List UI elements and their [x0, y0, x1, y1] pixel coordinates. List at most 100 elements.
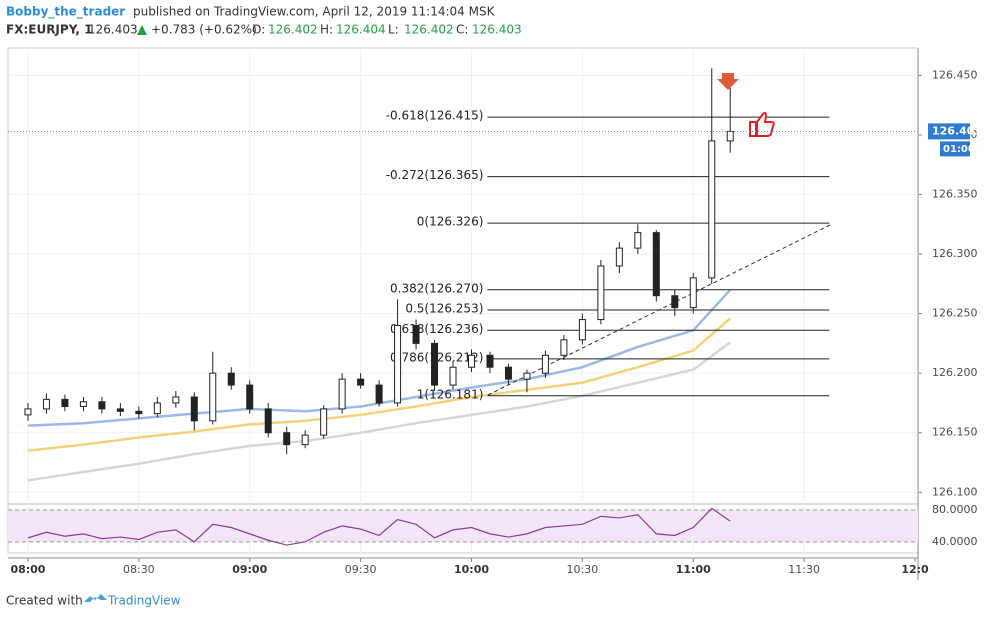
candle-body — [431, 342, 439, 386]
moving-averages — [27, 288, 732, 482]
last-price-label: 126.403 — [932, 124, 982, 137]
published: published on TradingView.com, April 12, … — [133, 5, 496, 19]
fib-label: 0(126.326) — [417, 215, 484, 229]
candle-body — [227, 372, 235, 386]
candle-body — [338, 378, 346, 410]
candle-body — [504, 366, 512, 380]
candle-body — [394, 325, 402, 404]
x-tick-label: 08:30 — [123, 563, 155, 576]
grid — [8, 48, 918, 553]
y-tick-label: 126.150 — [932, 426, 978, 439]
candle-body — [301, 434, 309, 446]
moving-average — [27, 288, 732, 427]
ohlc: O: 126.402 H: 126.404 L: 126.402 C: 126.403 — [252, 23, 522, 37]
countdown-box — [940, 141, 970, 157]
candle-body — [523, 372, 531, 380]
x-tick-label: 09:30 — [345, 563, 377, 576]
last: 126.403 — [88, 23, 138, 37]
y-tick-label: 126.350 — [932, 188, 978, 201]
candle-body — [375, 384, 383, 404]
axes: 126.100 126.150 126.200 126.250 126.300 126.3… — [10, 68, 982, 576]
ohlc-value: 126.402 — [404, 23, 454, 37]
x-tick-label: 10:30 — [567, 563, 599, 576]
fib-label: 0.382(126.270) — [390, 281, 483, 295]
candle-body — [357, 378, 365, 386]
ohlc-value: 126.404 — [336, 23, 386, 37]
candle-body — [24, 408, 32, 416]
candle-body — [560, 339, 568, 356]
candle-body — [320, 408, 328, 436]
candle-body — [615, 247, 623, 267]
x-tick-label: 08:00 — [10, 563, 45, 576]
fib-label: -0.272(126.365) — [386, 168, 484, 182]
candle-body — [597, 265, 605, 321]
rsi-tick-label: 80.0000 — [932, 503, 978, 516]
candle-body — [652, 232, 660, 297]
tv-logo — [84, 594, 107, 602]
footer-brand: TradingView — [107, 594, 181, 608]
ohlc-key: H: — [320, 23, 333, 37]
x-tick-label: 10:00 — [454, 563, 489, 576]
footer-prefix: Created with — [6, 594, 83, 608]
x-tick-label: 11:00 — [676, 563, 711, 576]
author: Bobby_the_trader — [6, 5, 125, 20]
x-tick-label: 11:30 — [788, 563, 820, 576]
fib-label: 0.618(126.236) — [390, 322, 483, 336]
moving-average — [27, 317, 732, 452]
candle-body — [486, 354, 494, 368]
up-arrow — [137, 25, 147, 35]
candle-body — [689, 277, 697, 309]
change: +0.783 (+0.62%) — [151, 23, 257, 37]
candle-body — [135, 410, 143, 415]
countdown: 01:00 — [943, 144, 975, 155]
candle-body — [153, 402, 161, 415]
candle-body — [209, 372, 217, 422]
fib-label: 1(126.181) — [417, 387, 484, 401]
candle-body — [61, 398, 69, 408]
moving-average — [27, 341, 731, 482]
ohlc-key: L: — [388, 23, 399, 37]
rsi-line — [27, 507, 731, 546]
candle-body — [42, 398, 50, 410]
y-tick-label: 126.100 — [932, 485, 978, 498]
candle-body — [246, 384, 254, 410]
candle-body — [634, 232, 642, 249]
candle-body — [190, 396, 198, 422]
candle-body — [726, 130, 734, 142]
candles — [24, 68, 734, 455]
candle-body — [449, 366, 457, 386]
candle-body — [98, 401, 106, 410]
rsi-band — [8, 509, 918, 542]
ohlc-value: 126.403 — [472, 23, 522, 37]
candle-body — [79, 401, 87, 408]
thumbs-up-icon — [749, 111, 775, 137]
y-tick-label: 126.450 — [932, 68, 978, 81]
y-tick-label: 126.200 — [932, 366, 978, 379]
candle-body — [283, 432, 291, 446]
candle-body — [412, 325, 420, 344]
x-tick-label: 09:00 — [232, 563, 267, 576]
candle-body — [264, 408, 272, 434]
fib-label: -0.618(126.415) — [386, 109, 484, 123]
symbol: FX:EURJPY, 1 — [6, 23, 92, 37]
fib-label: 0.5(126.253) — [405, 302, 483, 316]
y-tick-label: 126.300 — [932, 247, 978, 260]
candle-body — [172, 396, 180, 404]
y-tick-label: 126.250 — [932, 307, 978, 320]
candle-body — [468, 354, 476, 368]
ohlc-value: 126.402 — [268, 23, 318, 37]
down-arrow-icon — [717, 73, 739, 90]
frame — [7, 47, 919, 554]
rsi-tick-label: 40.0000 — [932, 535, 978, 548]
candle-body — [541, 354, 549, 374]
candle-body — [671, 295, 679, 309]
candle-body — [708, 140, 716, 279]
candle-body — [116, 408, 124, 412]
candle-body — [578, 319, 586, 341]
rsi — [8, 507, 918, 546]
ohlc-key: O: — [252, 23, 265, 37]
x-tick-label: 12:0 — [901, 563, 929, 576]
last-price-box — [928, 123, 970, 140]
